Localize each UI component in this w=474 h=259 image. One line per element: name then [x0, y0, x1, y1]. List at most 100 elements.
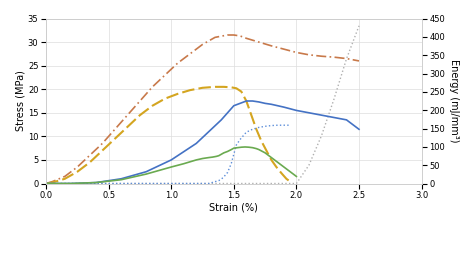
COL-01 (Stress): [231, 33, 237, 37]
COU-01 (Stress): [269, 158, 274, 161]
COL-01 (Ue): [143, 170, 149, 173]
Y-axis label: Stress (MPa): Stress (MPa): [15, 70, 25, 131]
COL-01 (Ue): [244, 99, 249, 103]
COL-01 (Stress): [174, 62, 180, 65]
COU-01 (Ue): [143, 172, 149, 176]
COU-01 (Stress): [87, 161, 93, 164]
COL-01 (Ue): [293, 109, 299, 112]
COU-01 (Stress): [49, 181, 55, 184]
COU-01 (Ud): [168, 182, 174, 185]
COU-01 (Stress): [125, 125, 130, 128]
X-axis label: Strain (%): Strain (%): [210, 203, 258, 213]
COU-01 (Ue): [275, 161, 281, 164]
COL-01 (Stress): [356, 59, 362, 62]
COU-01 (Ud): [256, 126, 262, 129]
COU-01 (Ud): [234, 143, 239, 147]
COL-01 (Ue): [281, 106, 287, 109]
COL-01 (Stress): [306, 53, 312, 56]
COU-01 (Ud): [262, 125, 268, 128]
COU-01 (Ue): [210, 156, 215, 159]
COU-01 (Ue): [200, 157, 205, 160]
COU-01 (Stress): [238, 90, 244, 93]
COU-01 (Ud): [231, 153, 237, 156]
COL-01 (Ud): [231, 182, 237, 185]
COU-01 (Stress): [43, 182, 49, 185]
COL-01 (Stress): [100, 142, 105, 145]
COU-01 (Ud): [275, 124, 281, 127]
COU-01 (Ue): [219, 153, 224, 156]
COU-01 (Ue): [68, 182, 74, 185]
COL-01 (Ue): [219, 118, 224, 121]
COL-01 (Ud): [281, 182, 287, 185]
COU-01 (Ud): [237, 138, 243, 141]
COL-01 (Ud): [106, 182, 111, 185]
COU-01 (Stress): [150, 104, 155, 107]
COU-01 (Ud): [244, 131, 249, 134]
COL-01 (Ue): [319, 114, 324, 117]
COL-01 (Ud): [331, 98, 337, 101]
COL-01 (Ud): [344, 57, 349, 60]
COU-01 (Stress): [244, 99, 249, 103]
COL-01 (Stress): [344, 57, 349, 60]
COU-01 (Ud): [216, 179, 222, 182]
COU-01 (Ud): [219, 178, 224, 181]
COU-01 (Ue): [168, 166, 174, 169]
COU-01 (Stress): [221, 85, 227, 88]
COU-01 (Ud): [43, 182, 49, 185]
Line: COL-01 (Stress): COL-01 (Stress): [46, 35, 359, 184]
COL-01 (Ue): [306, 111, 312, 114]
COL-01 (Stress): [74, 166, 80, 169]
COU-01 (Ue): [250, 146, 255, 149]
COL-01 (Stress): [112, 128, 118, 131]
Line: COU-01 (Ue): COU-01 (Ue): [46, 147, 296, 184]
COU-01 (Stress): [62, 177, 68, 180]
COU-01 (Stress): [264, 149, 269, 152]
COU-01 (Ue): [242, 145, 248, 148]
COL-01 (Stress): [62, 175, 68, 178]
COU-01 (Stress): [200, 86, 205, 89]
COL-01 (Stress): [212, 36, 218, 39]
COL-01 (Stress): [319, 55, 324, 58]
COU-01 (Ud): [241, 134, 246, 137]
COL-01 (Ud): [256, 182, 262, 185]
COL-01 (Stress): [125, 114, 130, 117]
COL-01 (Stress): [237, 34, 243, 38]
COU-01 (Ue): [256, 148, 262, 151]
COU-01 (Ud): [193, 182, 199, 185]
COL-01 (Ue): [262, 102, 268, 105]
COU-01 (Stress): [74, 170, 80, 173]
COL-01 (Ue): [93, 181, 99, 184]
Line: COU-01 (Ud): COU-01 (Ud): [46, 125, 290, 184]
COU-01 (Stress): [212, 85, 218, 88]
COU-01 (Ue): [269, 156, 274, 159]
COL-01 (Stress): [87, 154, 93, 157]
COL-01 (Ue): [250, 99, 255, 103]
COU-01 (Ud): [228, 162, 234, 165]
COU-01 (Ue): [193, 158, 199, 161]
COL-01 (Stress): [331, 56, 337, 59]
COU-01 (Ue): [118, 178, 124, 181]
COL-01 (Stress): [162, 74, 168, 77]
COU-01 (Ue): [228, 148, 234, 151]
COL-01 (Ud): [293, 182, 299, 185]
COU-01 (Ue): [216, 154, 222, 157]
COU-01 (Ue): [281, 166, 287, 169]
COL-01 (Stress): [43, 182, 49, 185]
COU-01 (Ud): [212, 180, 218, 183]
COU-01 (Ue): [213, 155, 219, 158]
COL-01 (Ue): [168, 158, 174, 161]
COU-01 (Ud): [206, 182, 211, 185]
COL-01 (Stress): [244, 37, 249, 40]
COL-01 (Ue): [344, 118, 349, 121]
COL-01 (Ue): [193, 142, 199, 145]
COL-01 (Ud): [306, 164, 312, 167]
COU-01 (Ud): [269, 124, 274, 127]
COU-01 (Stress): [289, 181, 294, 184]
COL-01 (Stress): [200, 43, 205, 46]
COL-01 (Ud): [319, 134, 324, 137]
COL-01 (Stress): [225, 33, 230, 37]
Line: COL-01 (Ue): COL-01 (Ue): [46, 101, 359, 184]
COL-01 (Stress): [49, 180, 55, 183]
COU-01 (Ud): [209, 181, 214, 184]
COU-01 (Stress): [234, 87, 239, 90]
